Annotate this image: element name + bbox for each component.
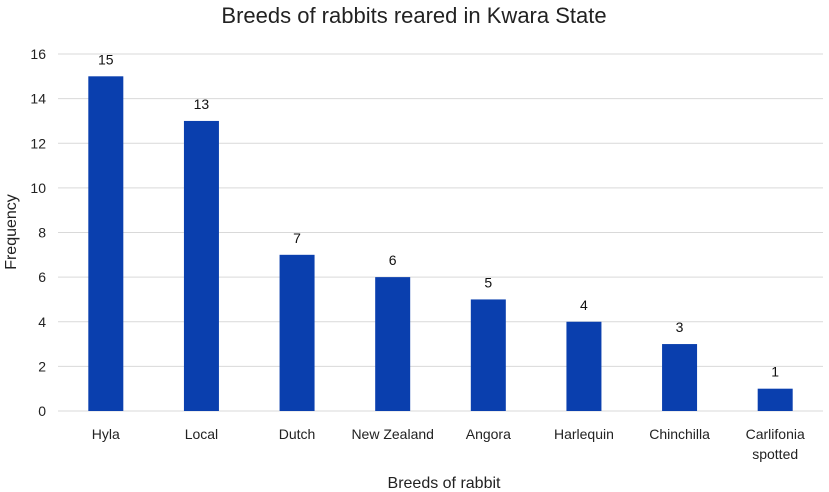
data-labels: 15 13 7 6 5 4 3 1: [98, 51, 779, 379]
y-tick-label: 14: [30, 91, 46, 107]
x-tick-label: Harlequin: [554, 426, 614, 442]
gridlines: [58, 53, 823, 412]
y-tick-label: 12: [30, 135, 46, 151]
y-tick-label: 8: [38, 225, 46, 241]
y-tick-label: 10: [30, 180, 46, 196]
x-tick-label: Angora: [466, 426, 511, 442]
data-label: 1: [771, 364, 779, 380]
x-axis-ticks: Hyla Local Dutch New Zealand Angora Harlequin…: [92, 426, 805, 462]
y-tick-label: 4: [38, 314, 46, 330]
bar: [566, 321, 602, 411]
y-axis-title: Frequency: [3, 194, 20, 270]
data-label: 15: [98, 51, 114, 67]
data-label: 3: [676, 319, 684, 335]
data-label: 7: [293, 230, 301, 246]
y-tick-label: 0: [38, 403, 46, 419]
chart-title: Breeds of rabbits reared in Kwara State: [221, 3, 606, 28]
x-tick-label: Carlifonia: [746, 426, 805, 442]
bar: [183, 120, 219, 411]
bar: [662, 344, 698, 411]
bar: [88, 76, 124, 411]
x-tick-label: New Zealand: [351, 426, 434, 442]
y-tick-label: 2: [38, 358, 46, 374]
x-axis-title: Breeds of rabbit: [388, 475, 502, 492]
bars: [88, 76, 793, 411]
y-tick-label: 6: [38, 269, 46, 285]
data-label: 13: [194, 96, 210, 112]
data-label: 5: [484, 274, 492, 290]
y-tick-label: 16: [30, 46, 46, 62]
bar: [279, 254, 315, 411]
data-label: 4: [580, 297, 588, 313]
bar: [470, 299, 506, 411]
x-tick-label: Dutch: [279, 426, 316, 442]
bar: [757, 388, 793, 411]
x-tick-label: spotted: [752, 446, 798, 462]
y-axis-ticks: 0 2 4 6 8 10 12 14 16: [30, 46, 46, 419]
x-tick-label: Local: [185, 426, 218, 442]
x-tick-label: Hyla: [92, 426, 120, 442]
data-label: 6: [389, 252, 397, 268]
bar: [375, 277, 411, 411]
x-tick-label: Chinchilla: [649, 426, 710, 442]
